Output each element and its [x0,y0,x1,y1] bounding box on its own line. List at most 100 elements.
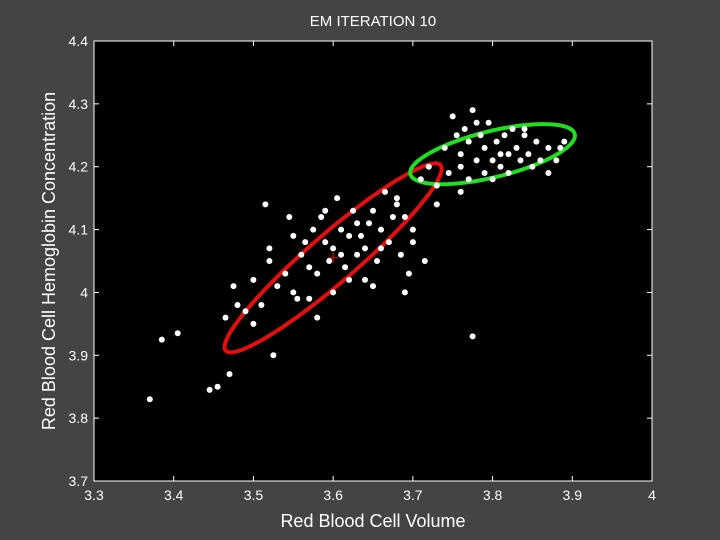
data-point [310,226,317,233]
data-point [174,330,181,337]
data-point [473,119,480,126]
cluster-center-marker [328,252,339,263]
data-point [481,170,488,176]
data-point [401,289,408,296]
data-point [338,226,345,233]
y-tick-label: 3.9 [69,347,89,363]
data-point [469,333,476,340]
data-point [382,188,388,195]
y-tick-label: 3.8 [69,410,89,426]
data-point [461,126,468,132]
data-point [362,276,368,283]
data-point [493,138,500,145]
data-point [282,270,289,277]
data-point [505,170,512,176]
y-axis-label: Red Blood Cell Hemoglobin Concentration [39,92,59,430]
data-point [473,157,480,164]
data-point [521,126,528,132]
data-point [489,176,496,183]
y-tick-label: 4.2 [69,159,89,175]
chart-title: EM ITERATION 10 [310,13,436,30]
x-tick-label: 3.8 [483,487,503,503]
x-tick-label: 3.5 [244,487,264,503]
data-point [465,138,472,145]
x-tick-label: 4 [648,487,656,503]
data-point [561,138,568,145]
data-point [378,226,384,233]
data-point [306,295,313,302]
data-point [354,220,361,227]
data-point [421,258,428,264]
data-point [445,170,452,176]
data-point [525,151,532,158]
data-point [417,176,424,183]
data-point [346,276,353,283]
data-point [545,170,552,176]
x-axis-label: Red Blood Cell Volume [280,511,465,531]
data-point [270,352,277,359]
data-point [326,258,333,264]
data-point [266,245,273,252]
x-tick-label: 3.7 [403,487,423,503]
data-point [366,220,372,227]
plot-area [93,40,653,482]
data-point [489,157,496,164]
data-point [389,214,396,220]
data-point [533,138,540,145]
data-point [521,132,528,139]
x-tick-label: 3.6 [323,487,343,503]
data-point [290,289,297,296]
data-point [290,232,297,239]
data-point [509,126,516,132]
data-point [409,226,416,233]
data-point [330,245,337,252]
data-point [433,182,440,189]
data-point [298,251,305,258]
data-point [477,132,484,139]
data-point [318,214,325,220]
data-point [517,157,524,164]
data-point [314,314,321,321]
data-point [286,214,293,220]
data-point [274,283,281,290]
data-point [214,383,221,390]
data-point [401,214,408,220]
y-tick-label: 4.3 [69,96,89,112]
data-point [158,336,165,343]
data-point [374,258,380,264]
data-point [242,308,249,315]
data-point [302,239,309,246]
data-point [146,396,153,403]
data-point [370,207,376,214]
data-point [457,163,464,170]
x-tick-label: 3.3 [84,487,104,503]
data-point [501,132,508,139]
data-point [397,251,404,258]
data-point [322,207,329,214]
y-tick-label: 4 [80,284,88,300]
data-point [370,283,376,290]
data-point [346,232,353,239]
data-point [222,314,229,321]
data-point [234,302,241,308]
data-point [230,283,237,290]
cluster-ellipse-1 [222,161,444,355]
y-tick-label: 4.1 [69,222,89,238]
data-point [378,245,384,252]
data-point [529,163,536,170]
data-point [425,163,432,170]
data-point [266,258,273,264]
data-point [469,107,476,114]
data-point [465,176,472,183]
data-point [306,264,313,271]
data-point [409,239,416,246]
data-point [338,251,345,258]
data-point [513,144,520,151]
data-point [393,201,400,208]
data-point [545,144,552,151]
data-point [449,113,456,120]
data-point [457,151,464,158]
data-point [405,270,412,277]
data-point [358,232,364,239]
data-point [250,320,257,327]
